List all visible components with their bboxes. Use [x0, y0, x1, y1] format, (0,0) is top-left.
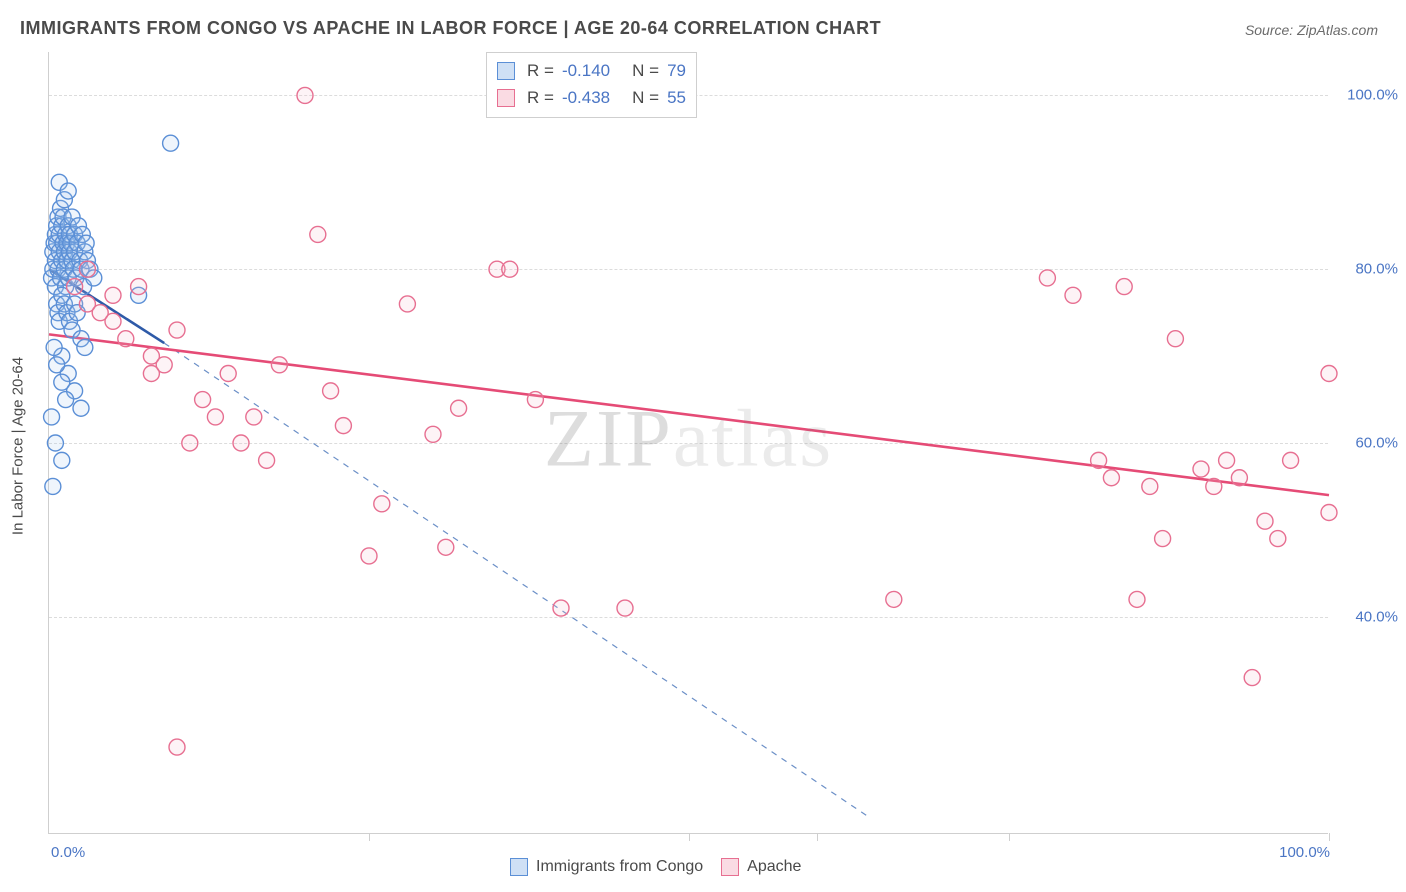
data-point: [527, 392, 543, 408]
data-point: [143, 365, 159, 381]
data-point: [54, 452, 70, 468]
data-point: [58, 392, 74, 408]
data-point: [73, 400, 89, 416]
data-point: [79, 261, 95, 277]
data-point: [1142, 478, 1158, 494]
data-point: [1244, 670, 1260, 686]
data-point: [47, 435, 63, 451]
legend-swatch-icon: [721, 858, 739, 876]
data-point: [1257, 513, 1273, 529]
data-point: [131, 279, 147, 295]
data-point: [207, 409, 223, 425]
data-point: [374, 496, 390, 512]
legend-swatch-icon: [510, 858, 528, 876]
data-point: [44, 409, 60, 425]
x-tick: [1329, 833, 1330, 841]
data-point: [297, 87, 313, 103]
trendline-dashed: [164, 343, 868, 817]
trendline: [49, 334, 1329, 495]
data-point: [451, 400, 467, 416]
data-point: [49, 357, 65, 373]
data-point: [1065, 287, 1081, 303]
data-point: [118, 331, 134, 347]
data-point: [195, 392, 211, 408]
legend-item: Immigrants from Congo: [510, 858, 703, 876]
data-point: [617, 600, 633, 616]
data-point: [220, 365, 236, 381]
scatter-svg: [49, 52, 1329, 834]
data-point: [323, 383, 339, 399]
stats-legend-row: R = -0.438 N = 55: [497, 84, 686, 111]
data-point: [1283, 452, 1299, 468]
data-point: [233, 435, 249, 451]
data-point: [169, 739, 185, 755]
data-point: [1103, 470, 1119, 486]
data-point: [310, 226, 326, 242]
data-point: [1219, 452, 1235, 468]
data-point: [163, 135, 179, 151]
plot-area: 40.0%60.0%80.0%100.0% ZIPatlas 0.0% 100.…: [48, 52, 1328, 834]
source-label: Source: ZipAtlas.com: [1245, 22, 1378, 38]
data-point: [1129, 591, 1145, 607]
data-point: [1206, 478, 1222, 494]
y-tick-label: 100.0%: [1338, 87, 1398, 104]
legend-swatch-icon: [497, 89, 515, 107]
data-point: [425, 426, 441, 442]
data-point: [60, 183, 76, 199]
data-point: [45, 478, 61, 494]
data-point: [1091, 452, 1107, 468]
data-point: [105, 287, 121, 303]
data-point: [335, 418, 351, 434]
legend-swatch-icon: [497, 62, 515, 80]
data-point: [1167, 331, 1183, 347]
data-point: [1116, 279, 1132, 295]
legend-item: Apache: [721, 858, 801, 876]
data-point: [54, 374, 70, 390]
x-tick: [369, 833, 370, 841]
data-point: [1193, 461, 1209, 477]
data-point: [246, 409, 262, 425]
x-tick: [817, 833, 818, 841]
data-point: [78, 235, 94, 251]
data-point: [1270, 531, 1286, 547]
data-point: [502, 261, 518, 277]
data-point: [271, 357, 287, 373]
x-tick: [689, 833, 690, 841]
y-tick-label: 80.0%: [1338, 261, 1398, 278]
data-point: [399, 296, 415, 312]
data-point: [553, 600, 569, 616]
data-point: [1321, 505, 1337, 521]
data-point: [259, 452, 275, 468]
data-point: [1039, 270, 1055, 286]
stats-legend-row: R = -0.140 N = 79: [497, 57, 686, 84]
y-tick-label: 40.0%: [1338, 608, 1398, 625]
data-point: [105, 313, 121, 329]
data-point: [438, 539, 454, 555]
data-point: [46, 339, 62, 355]
data-point: [361, 548, 377, 564]
x-tick: [1009, 833, 1010, 841]
data-point: [182, 435, 198, 451]
x-max-label: 100.0%: [1279, 844, 1330, 861]
data-point: [169, 322, 185, 338]
data-point: [1231, 470, 1247, 486]
legend-label: Apache: [747, 858, 801, 876]
data-point: [77, 339, 93, 355]
data-point: [886, 591, 902, 607]
chart-title: IMMIGRANTS FROM CONGO VS APACHE IN LABOR…: [20, 18, 881, 39]
y-axis-title: In Labor Force | Age 20-64: [10, 357, 27, 535]
chart-container: IMMIGRANTS FROM CONGO VS APACHE IN LABOR…: [0, 0, 1406, 892]
bottom-legend: Immigrants from Congo Apache: [510, 858, 801, 876]
y-tick-label: 60.0%: [1338, 435, 1398, 452]
stats-legend: R = -0.140 N = 79 R = -0.438 N = 55: [486, 52, 697, 118]
data-point: [1155, 531, 1171, 547]
x-min-label: 0.0%: [51, 844, 85, 861]
data-point: [1321, 365, 1337, 381]
data-point: [67, 279, 83, 295]
legend-label: Immigrants from Congo: [536, 858, 703, 876]
